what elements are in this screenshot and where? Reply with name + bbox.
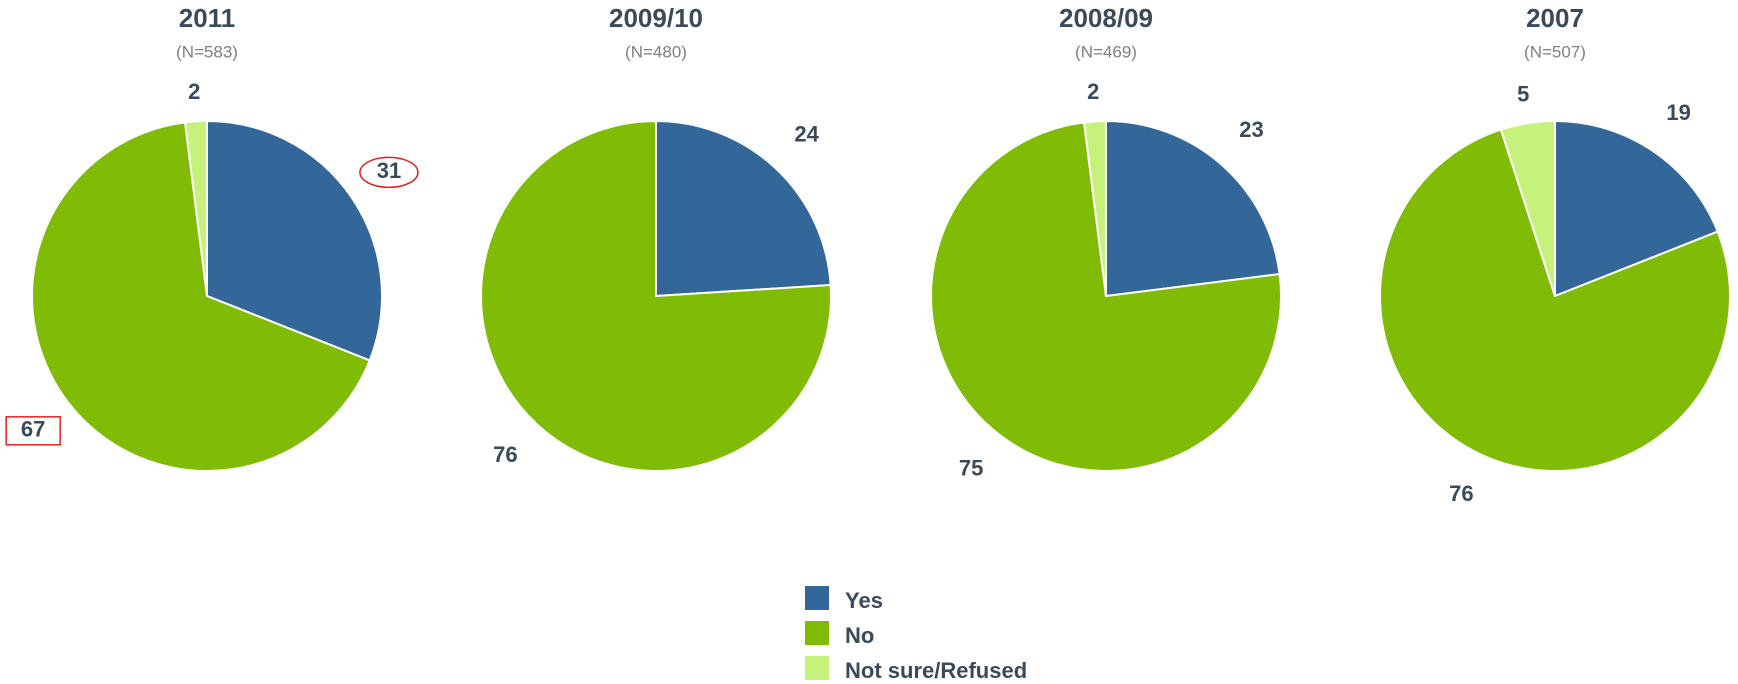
pie-slice <box>1499 119 1556 297</box>
data-label: 75 <box>959 456 983 481</box>
highlight-box <box>5 416 61 446</box>
chart-subtitle: (N=583) <box>176 42 238 61</box>
data-label: 76 <box>493 442 517 467</box>
chart-title: 2008/09 <box>1059 3 1153 33</box>
data-label: 5 <box>1517 81 1529 106</box>
data-label: 19 <box>1666 100 1690 125</box>
chart-subtitle: (N=480) <box>625 42 687 61</box>
legend-swatch <box>805 656 829 680</box>
highlight-ellipse <box>359 156 419 189</box>
legend-swatch <box>805 621 829 645</box>
legend-label: No <box>845 623 874 648</box>
data-label: 31 <box>377 158 401 183</box>
data-label: 23 <box>1239 117 1263 142</box>
chart-title: 2011 <box>179 3 235 33</box>
chart-title: 2007 <box>1526 3 1584 33</box>
pie-slice <box>930 121 1282 473</box>
data-label: 2 <box>1087 79 1099 104</box>
data-label: 67 <box>21 417 45 442</box>
chart-title: 2009/10 <box>609 3 703 33</box>
pie-slice <box>1082 119 1107 297</box>
pie-slice <box>1105 119 1281 298</box>
legend-swatch <box>805 586 829 610</box>
chart-subtitle: (N=507) <box>1524 42 1586 61</box>
data-label: 2 <box>188 79 200 104</box>
chart-subtitle: (N=469) <box>1075 42 1137 61</box>
pie-slice <box>183 119 208 297</box>
data-label: 24 <box>794 121 819 146</box>
legend-label: Yes <box>845 588 883 613</box>
pie-slice <box>655 119 832 298</box>
pie-slice <box>31 121 372 472</box>
pie-slice <box>206 119 383 362</box>
data-label: 76 <box>1449 481 1473 506</box>
pie-slice <box>1378 128 1731 472</box>
pie-slice <box>480 119 832 472</box>
legend-label: Not sure/Refused <box>845 658 1027 683</box>
pie-slice <box>1554 119 1720 298</box>
